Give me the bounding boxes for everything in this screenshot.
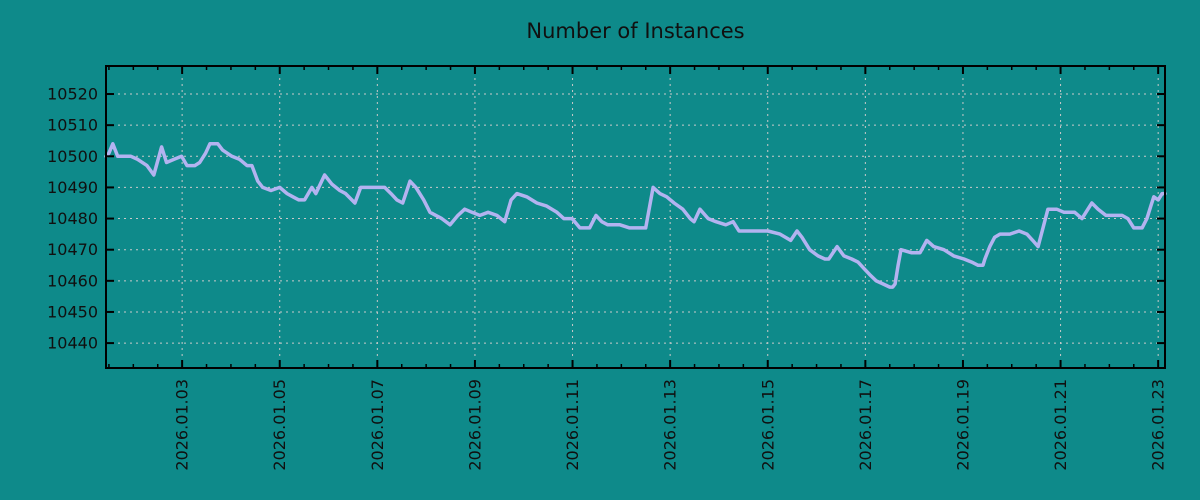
y-tick-label: 10470: [47, 240, 98, 259]
y-tick-label: 10510: [47, 116, 98, 135]
x-tick-label: 2026.01.15: [758, 379, 777, 471]
x-tick-label: 2026.01.03: [173, 379, 192, 471]
x-tick-label: 2026.01.13: [661, 379, 680, 471]
y-tick-label: 10440: [47, 334, 98, 353]
y-tick-label: 10460: [47, 271, 98, 290]
x-tick-label: 2026.01.07: [368, 379, 387, 471]
y-tick-label: 10480: [47, 209, 98, 228]
y-tick-label: 10450: [47, 302, 98, 321]
series-lines: [104, 142, 1167, 289]
x-tick-label: 2026.01.09: [465, 379, 484, 471]
plot-border: [105, 65, 1166, 369]
y-tick-label: 10500: [47, 147, 98, 166]
x-tick-label: 2026.01.21: [1051, 379, 1070, 471]
x-tick-label: 2026.01.11: [563, 379, 582, 471]
y-tick-label: 10520: [47, 85, 98, 104]
y-tick-label: 10490: [47, 178, 98, 197]
x-tick-label: 2026.01.23: [1149, 379, 1168, 471]
series-line-instances: [104, 142, 1167, 289]
chart-title: Number of Instances: [526, 19, 744, 43]
x-tick-label: 2026.01.19: [953, 379, 972, 471]
tick-labels: 10440 10450 10460 10470 10480 10490 10500 10510…: [47, 85, 1168, 471]
axes-and-ticks: [105, 65, 1166, 369]
x-tick-label: 2026.01.17: [856, 379, 875, 471]
x-tick-label: 2026.01.05: [270, 379, 289, 471]
